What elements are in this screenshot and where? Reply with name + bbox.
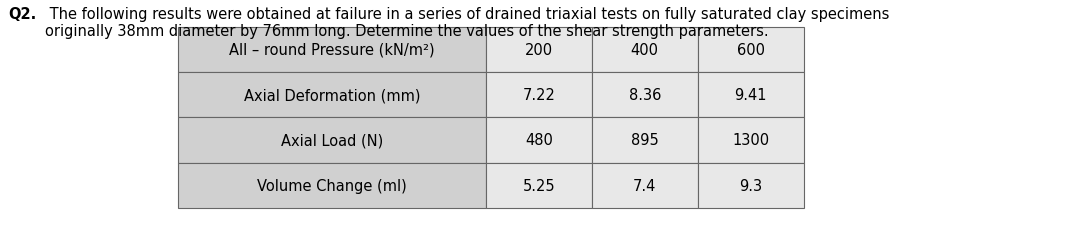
- Text: 5.25: 5.25: [523, 178, 555, 193]
- Text: The following results were obtained at failure in a series of drained triaxial t: The following results were obtained at f…: [45, 7, 890, 39]
- Text: 7.4: 7.4: [633, 178, 657, 193]
- Text: 200: 200: [525, 43, 553, 58]
- Text: 400: 400: [631, 43, 659, 58]
- Text: 7.22: 7.22: [523, 88, 555, 103]
- Text: 9.41: 9.41: [734, 88, 767, 103]
- Text: 9.3: 9.3: [739, 178, 762, 193]
- Text: 600: 600: [737, 43, 765, 58]
- Text: Volume Change (ml): Volume Change (ml): [257, 178, 407, 193]
- Text: 1300: 1300: [732, 133, 769, 148]
- Text: 8.36: 8.36: [629, 88, 661, 103]
- Text: 895: 895: [631, 133, 659, 148]
- Text: 480: 480: [525, 133, 553, 148]
- Text: Axial Load (N): Axial Load (N): [281, 133, 383, 148]
- Text: Axial Deformation (mm): Axial Deformation (mm): [244, 88, 420, 103]
- Text: All – round Pressure (kN/m²): All – round Pressure (kN/m²): [229, 43, 435, 58]
- Text: Q2.: Q2.: [9, 7, 37, 22]
